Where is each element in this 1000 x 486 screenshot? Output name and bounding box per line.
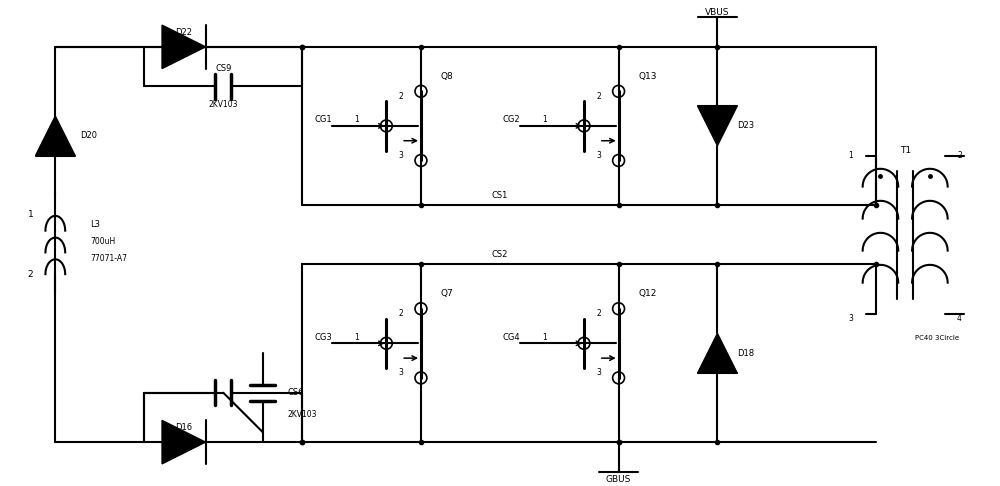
Text: 3: 3 bbox=[399, 151, 404, 160]
Text: CS1: CS1 bbox=[492, 191, 508, 200]
Text: 3: 3 bbox=[596, 151, 601, 160]
Text: CG2: CG2 bbox=[502, 116, 520, 124]
Text: T1: T1 bbox=[900, 146, 911, 155]
Text: 2: 2 bbox=[957, 151, 962, 160]
Text: 2: 2 bbox=[399, 92, 404, 101]
Text: CG1: CG1 bbox=[314, 116, 332, 124]
Text: D16: D16 bbox=[175, 423, 192, 432]
Text: Q8: Q8 bbox=[441, 72, 453, 81]
Polygon shape bbox=[698, 333, 737, 373]
Text: L3: L3 bbox=[90, 220, 100, 229]
Text: D20: D20 bbox=[80, 131, 97, 140]
Text: 1: 1 bbox=[542, 116, 547, 124]
Text: Q7: Q7 bbox=[441, 289, 453, 298]
Text: 4: 4 bbox=[957, 314, 962, 323]
Polygon shape bbox=[162, 420, 206, 464]
Text: Q12: Q12 bbox=[638, 289, 657, 298]
Polygon shape bbox=[698, 106, 737, 146]
Text: VBUS: VBUS bbox=[705, 8, 730, 17]
Text: 2: 2 bbox=[596, 309, 601, 318]
Text: 1: 1 bbox=[354, 333, 359, 342]
Text: 1: 1 bbox=[848, 151, 853, 160]
Text: 2: 2 bbox=[28, 270, 33, 278]
Text: CS9: CS9 bbox=[215, 64, 231, 73]
Text: 2: 2 bbox=[399, 309, 404, 318]
Text: Q13: Q13 bbox=[638, 72, 657, 81]
Text: 1: 1 bbox=[28, 210, 33, 219]
Text: PC40 3Circle: PC40 3Circle bbox=[915, 335, 959, 341]
Text: 3: 3 bbox=[596, 368, 601, 378]
Text: 1: 1 bbox=[354, 116, 359, 124]
Text: 3: 3 bbox=[399, 368, 404, 378]
Text: CS2: CS2 bbox=[492, 250, 508, 259]
Text: 77071-A7: 77071-A7 bbox=[90, 254, 127, 263]
Text: CS6: CS6 bbox=[288, 388, 304, 397]
Text: D18: D18 bbox=[737, 348, 754, 358]
Text: D22: D22 bbox=[175, 28, 192, 36]
Text: CG3: CG3 bbox=[314, 333, 332, 342]
Text: 2KV103: 2KV103 bbox=[209, 100, 238, 109]
Polygon shape bbox=[36, 116, 75, 156]
Text: 2: 2 bbox=[596, 92, 601, 101]
Text: 1: 1 bbox=[542, 333, 547, 342]
Text: D23: D23 bbox=[737, 122, 754, 130]
Text: GBUS: GBUS bbox=[606, 475, 631, 484]
Text: 2KV103: 2KV103 bbox=[288, 410, 317, 419]
Polygon shape bbox=[162, 25, 206, 69]
Text: 700uH: 700uH bbox=[90, 237, 115, 246]
Text: 3: 3 bbox=[848, 314, 853, 323]
Text: CG4: CG4 bbox=[502, 333, 520, 342]
